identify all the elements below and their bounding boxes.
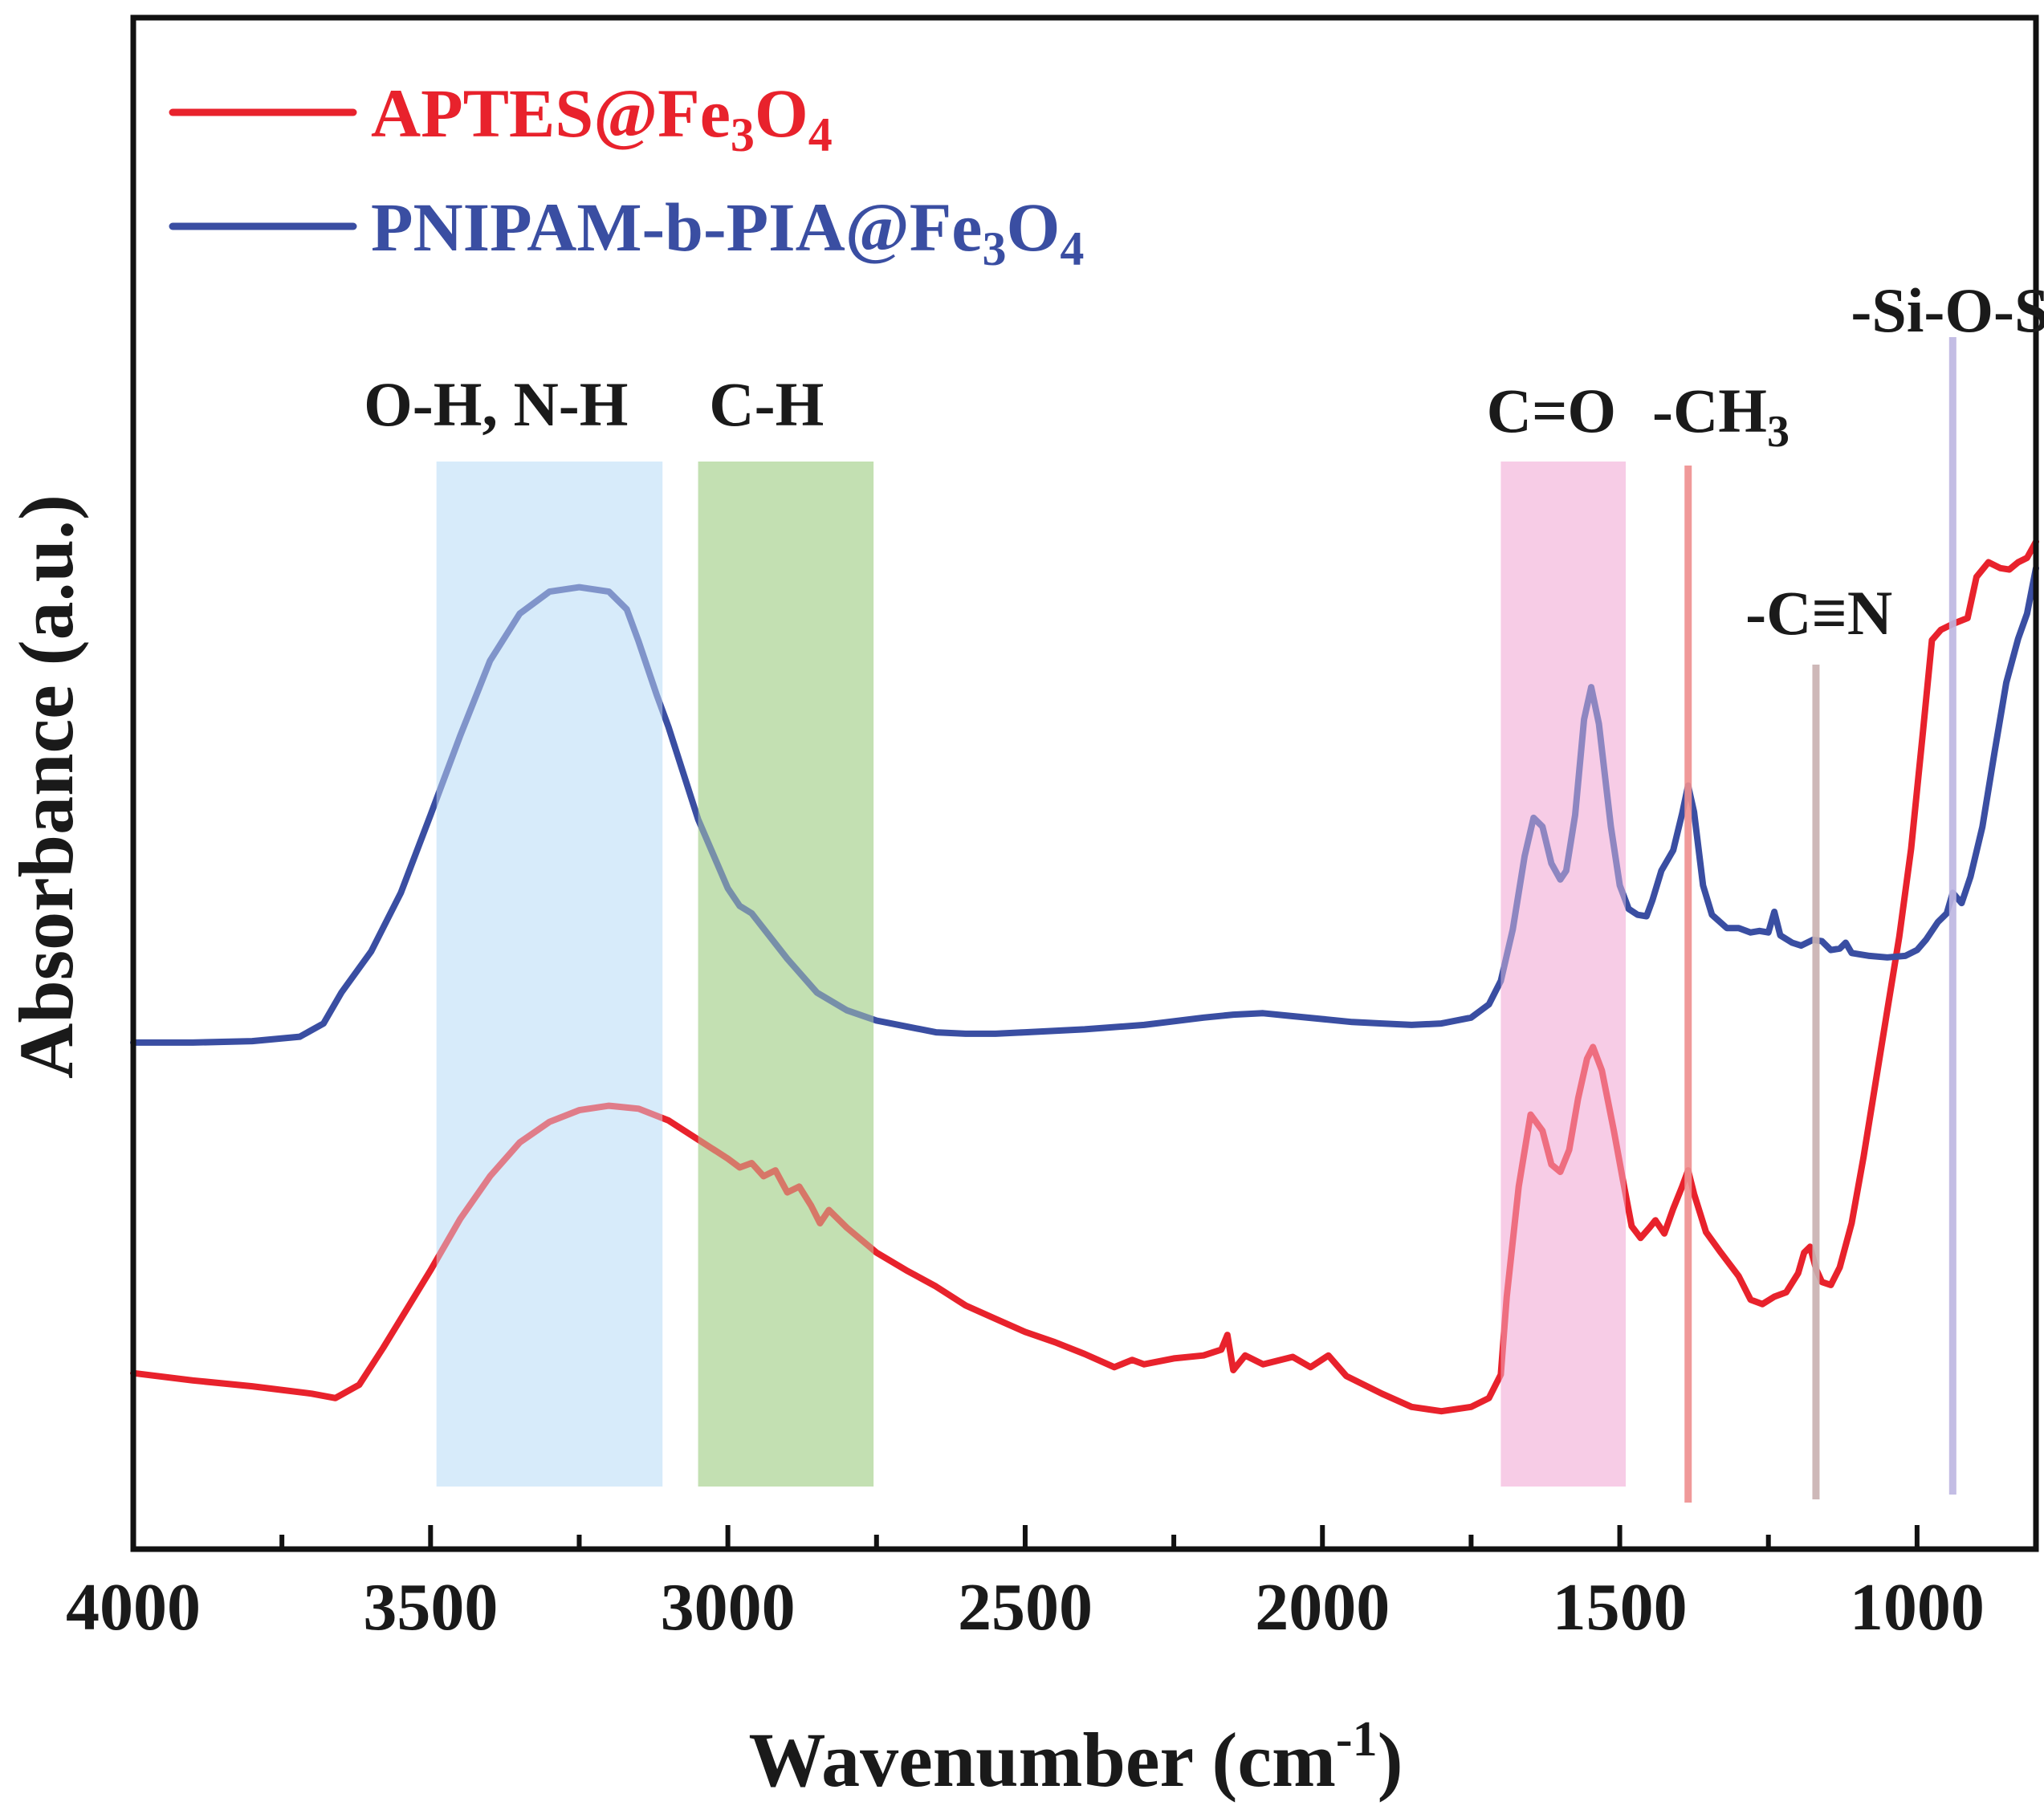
band-ch [698, 462, 874, 1487]
x-tick-label-2000: 2000 [1255, 1570, 1390, 1645]
series-line-0 [130, 538, 2039, 1415]
annotation-labels: O-H, N-H C-H C=O -CH3 -C≡N -Si-O-Si [364, 275, 2044, 648]
x-tick-label-3000: 3000 [661, 1570, 796, 1645]
annotation-co: C=O [1487, 376, 1616, 445]
band-overlay-co [1500, 462, 1626, 1487]
annotation-ch: C-H [709, 369, 824, 439]
band-co [1500, 462, 1626, 1487]
x-tick-label-4000: 4000 [66, 1570, 201, 1645]
x-tick-label-2500: 2500 [958, 1570, 1093, 1645]
legend-label-aptes: APTES@Fe3O4 [371, 75, 833, 161]
x-tick-label-1500: 1500 [1553, 1570, 1688, 1645]
x-axis-ticks: 4000 3500 3000 2500 2000 1500 1000 [66, 1525, 1985, 1645]
x-axis-title: Wavenumber (cm-1) [748, 1712, 1403, 1803]
annotation-cn: -C≡N [1745, 578, 1892, 648]
annotation-oh-nh: O-H, N-H [364, 369, 628, 439]
plot-frame [130, 14, 2039, 1552]
series-line-1 [130, 564, 2039, 1046]
band-oh-nh [436, 462, 663, 1487]
annotation-sioso: -Si-O-Si [1851, 275, 2044, 345]
band-layer [436, 462, 1626, 1487]
band-overlay-layer [436, 337, 1956, 1503]
x-tick-label-3500: 3500 [363, 1570, 498, 1645]
legend: APTES@Fe3O4 PNIPAM-b-PIA@Fe3O4 [169, 75, 1084, 275]
annotation-ch3: -CH3 [1652, 376, 1790, 457]
band-overlay-ch [698, 462, 874, 1487]
band-overlay-oh-nh [436, 462, 663, 1487]
y-axis-title: Absorbance (a.u.) [3, 494, 89, 1079]
series-layer [130, 538, 2039, 1415]
x-tick-label-1000: 1000 [1850, 1570, 1985, 1645]
legend-label-pnipam: PNIPAM-b-PIA@Fe3O4 [371, 189, 1084, 275]
